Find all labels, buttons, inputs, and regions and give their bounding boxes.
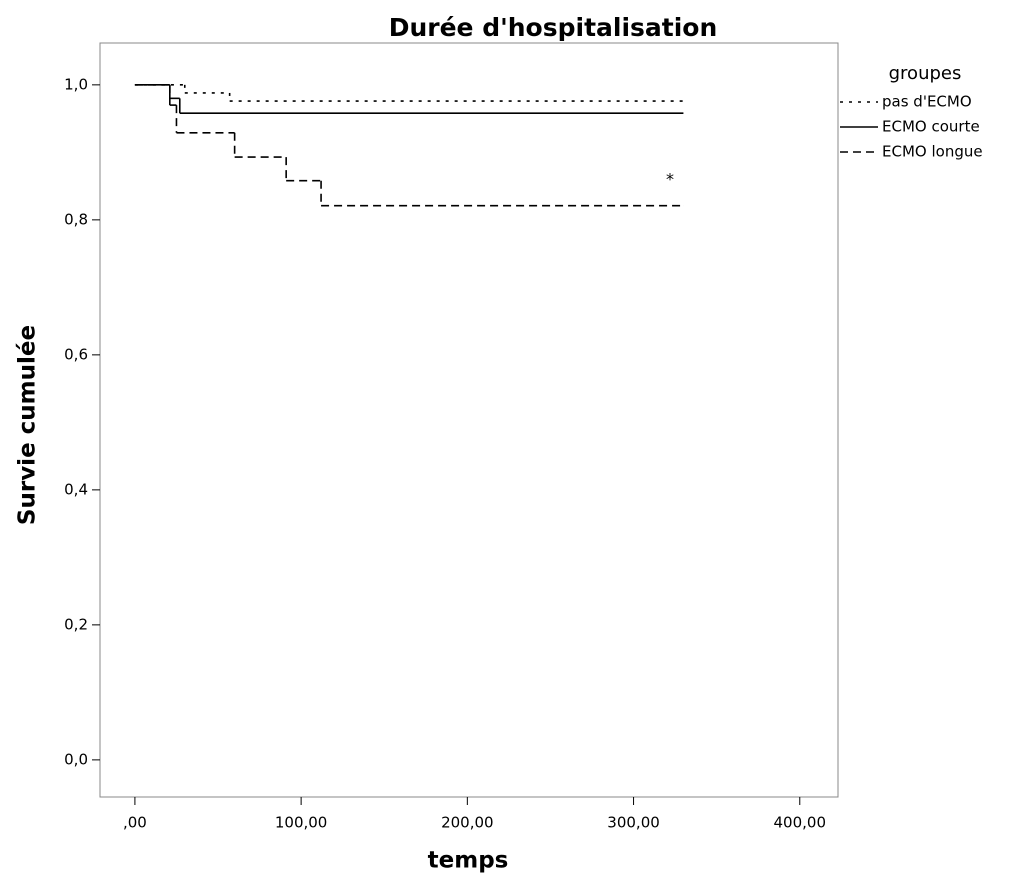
chart-title: Durée d'hospitalisation [389, 13, 718, 42]
y-tick-label: 0,2 [64, 615, 88, 633]
legend-label: ECMO longue [882, 143, 983, 161]
y-tick-label: 0,0 [64, 750, 88, 768]
y-axis-title: Survie cumulée [15, 325, 41, 525]
x-tick-label: ,00 [123, 814, 147, 832]
plot-frame [99, 42, 839, 798]
y-tick-label: 0,4 [64, 480, 88, 498]
legend-label: ECMO courte [882, 118, 980, 136]
y-tick-label: 0,8 [64, 210, 88, 228]
x-tick-label: 100,00 [275, 814, 328, 832]
legend-title: groupes [889, 63, 962, 84]
y-tick-label: 1,0 [64, 75, 88, 93]
x-tick-label: 300,00 [607, 814, 660, 832]
x-tick-label: 400,00 [774, 814, 827, 832]
legend-label: pas d'ECMO [882, 93, 972, 111]
x-tick-label: 200,00 [441, 814, 494, 832]
x-axis-title: temps [428, 848, 509, 874]
y-tick-label: 0,6 [64, 345, 88, 363]
annotation: * [666, 170, 674, 189]
